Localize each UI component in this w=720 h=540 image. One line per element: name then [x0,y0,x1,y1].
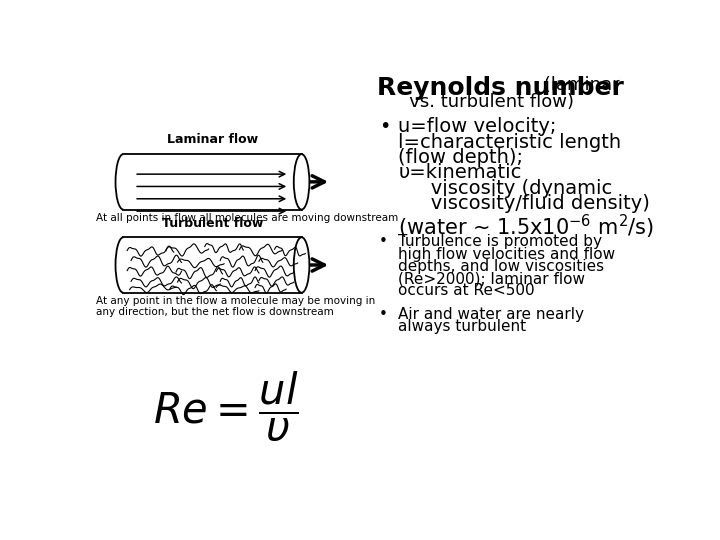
Bar [123,154,302,210]
Text: viscosity (dynamic: viscosity (dynamic [413,179,613,198]
Text: υ=kinematic: υ=kinematic [398,164,522,183]
Text: •: • [379,234,388,249]
Text: vs. turbulent flow): vs. turbulent flow) [392,93,575,111]
Text: depths, and low viscosities: depths, and low viscosities [398,259,605,274]
Text: Laminar flow: Laminar flow [167,133,258,146]
Text: always turbulent: always turbulent [398,319,526,334]
Bar [123,237,302,293]
Text: u=flow velocity;: u=flow velocity; [398,117,557,136]
Text: $\mathit{Re} = \dfrac{ul}{\upsilon}$: $\mathit{Re} = \dfrac{ul}{\upsilon}$ [153,370,298,444]
Text: Turbulence is promoted by: Turbulence is promoted by [398,234,603,249]
Text: (laminar: (laminar [538,76,620,94]
Text: (flow depth);: (flow depth); [398,148,523,167]
Text: •: • [379,117,390,136]
Text: (Re>2000); laminar flow: (Re>2000); laminar flow [398,271,585,286]
Text: occurs at Re<500: occurs at Re<500 [398,284,535,299]
Text: At any point in the flow a molecule may be moving in
any direction, but the net : At any point in the flow a molecule may … [96,296,375,318]
Text: Turbulent flow: Turbulent flow [162,217,263,230]
Text: (water ~ 1.5x10$^{-6}$ m$^2$/s): (water ~ 1.5x10$^{-6}$ m$^2$/s) [398,213,654,241]
Text: viscosity/fluid density): viscosity/fluid density) [413,194,650,213]
Text: At all points in flow all molecules are moving downstream: At all points in flow all molecules are … [96,213,398,222]
Text: l=characteristic length: l=characteristic length [398,132,621,152]
Ellipse shape [294,237,310,293]
Text: Air and water are nearly: Air and water are nearly [398,307,585,322]
Text: •: • [379,307,388,322]
Text: Reynolds number: Reynolds number [377,76,624,100]
Text: high flow velocities and flow: high flow velocities and flow [398,247,616,261]
Ellipse shape [294,154,310,210]
